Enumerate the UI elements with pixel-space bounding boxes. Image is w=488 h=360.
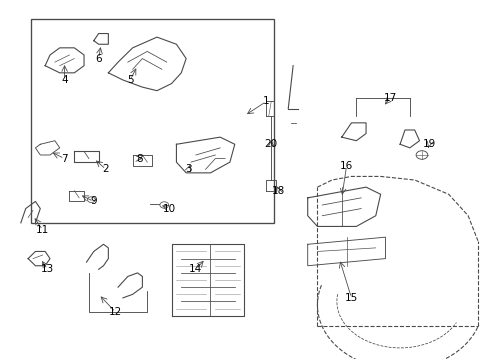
Text: 7: 7 [61, 154, 68, 163]
Text: 15: 15 [344, 293, 357, 303]
Text: 1: 1 [263, 96, 269, 107]
Text: 8: 8 [136, 154, 143, 163]
Text: 9: 9 [90, 197, 97, 206]
Bar [30, 19, 273, 223]
Text: 4: 4 [61, 75, 68, 85]
Text: 5: 5 [127, 75, 133, 85]
Text: 12: 12 [109, 307, 122, 317]
Text: 20: 20 [264, 139, 277, 149]
Text: 2: 2 [102, 164, 109, 174]
Text: 17: 17 [383, 93, 396, 103]
Text: 6: 6 [95, 54, 102, 64]
Text: 18: 18 [271, 186, 285, 196]
Text: 11: 11 [36, 225, 49, 235]
Text: 14: 14 [189, 264, 202, 274]
Text: 19: 19 [422, 139, 435, 149]
Text: 3: 3 [185, 164, 191, 174]
Text: 10: 10 [162, 203, 175, 213]
Text: 16: 16 [339, 161, 352, 171]
Text: 13: 13 [41, 264, 54, 274]
